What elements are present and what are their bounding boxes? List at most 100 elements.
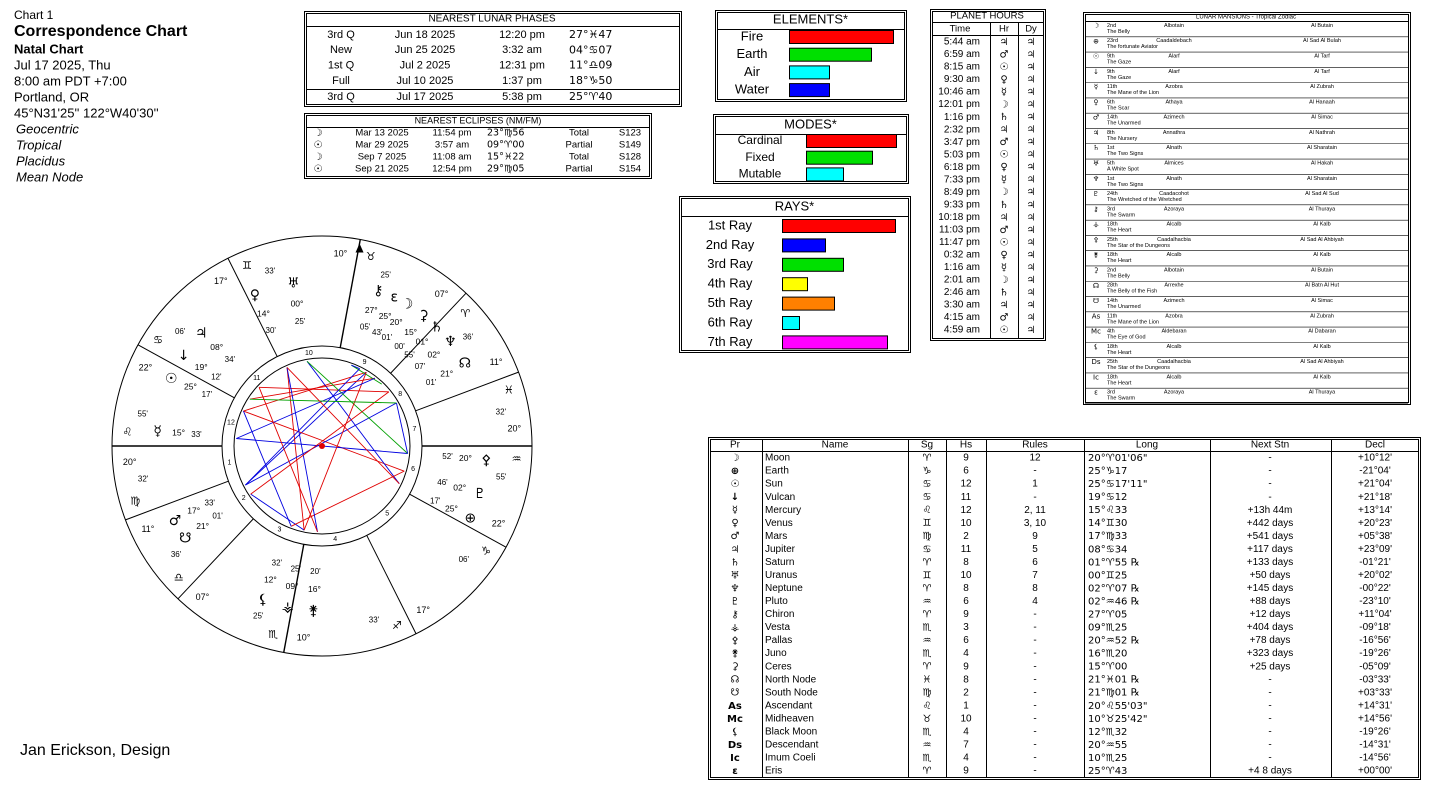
wheel-planet: ☿ bbox=[153, 424, 162, 440]
house-cusp bbox=[125, 480, 229, 521]
planet-declination: +21°04' bbox=[1358, 479, 1392, 490]
planet-rules: 8 bbox=[1032, 583, 1038, 594]
cusp-degree: 17° bbox=[214, 276, 228, 286]
wheel-degree: 15° bbox=[172, 428, 185, 438]
mansion-arabic: Al Nathrah bbox=[1309, 130, 1335, 136]
rays-box-inner bbox=[681, 198, 909, 351]
wheel-minute: 33' bbox=[191, 430, 202, 439]
planet-house: 4 bbox=[963, 753, 969, 764]
hour-ruler: ♃ bbox=[1000, 37, 1009, 48]
planet-rules: 2, 11 bbox=[1024, 505, 1046, 516]
planet-declination: +00°00' bbox=[1358, 766, 1392, 777]
wheel-minute: 32' bbox=[272, 559, 283, 568]
planet-next-station: +13h 44m bbox=[1248, 505, 1293, 516]
day-ruler: ♃ bbox=[1027, 237, 1036, 248]
planet-next-station: +78 days bbox=[1250, 635, 1291, 646]
mansion-glyph: ☽ bbox=[1093, 22, 1099, 30]
phase-position: 04°♋07 bbox=[569, 43, 612, 56]
mansion-number: 3rd bbox=[1107, 206, 1115, 212]
planet-house: 9 bbox=[963, 453, 969, 464]
lunar-mansions-box bbox=[1083, 12, 1411, 405]
planet-rules: - bbox=[1033, 753, 1036, 764]
planet-name: Neptune bbox=[765, 583, 803, 594]
planet-glyph: ☿ bbox=[732, 505, 738, 516]
mansion-arabic: Al Batn Al Hut bbox=[1305, 283, 1339, 289]
planet-declination: -21°04' bbox=[1359, 466, 1391, 477]
aspect-line bbox=[303, 372, 367, 531]
wheel-degree: 25° bbox=[445, 503, 458, 513]
cusp-sign: ♏ bbox=[268, 628, 278, 641]
bar-label: Air bbox=[744, 64, 761, 79]
planet-house: 10 bbox=[960, 713, 972, 724]
planet-house: 1 bbox=[963, 700, 969, 711]
planet-next-station: +404 days bbox=[1247, 622, 1293, 633]
day-ruler: ♃ bbox=[1027, 162, 1036, 173]
eclipse-glyph: ☉ bbox=[314, 140, 323, 151]
mansion-number: 2nd bbox=[1107, 23, 1116, 29]
mansion-name: Albotain bbox=[1164, 23, 1184, 29]
mansion-number: 3rd bbox=[1107, 390, 1115, 396]
aspect-line bbox=[286, 367, 305, 531]
mansion-glyph: ⚷ bbox=[1093, 205, 1098, 213]
phase-position: 11°♎09 bbox=[569, 59, 612, 72]
bar-label: Earth bbox=[736, 46, 767, 61]
wheel-planet: ⚵ bbox=[308, 603, 318, 619]
planet-name: Vulcan bbox=[765, 492, 795, 503]
phase-date: Jul 17 2025 bbox=[397, 91, 454, 103]
wheel-degree: 14° bbox=[257, 309, 270, 319]
bar bbox=[789, 83, 830, 98]
planet-glyph: ♄ bbox=[731, 557, 740, 568]
house-cusp bbox=[415, 371, 519, 412]
wheel-degree: 27° bbox=[365, 305, 378, 315]
planet-glyph: ♅ bbox=[731, 570, 740, 581]
chart-time: 8:00 am PDT +7:00 bbox=[14, 73, 127, 88]
planet-next-station: - bbox=[1268, 687, 1271, 698]
cusp-minute: 32' bbox=[496, 408, 507, 417]
house-number: 2 bbox=[242, 495, 246, 502]
planet-sign: ♏ bbox=[923, 623, 932, 634]
mansion-meaning: The Unarmed bbox=[1107, 121, 1141, 127]
planet-glyph: ♆ bbox=[731, 583, 740, 594]
bar-label: 7th Ray bbox=[708, 334, 753, 349]
cusp-degree: 10° bbox=[297, 632, 311, 642]
planet-longitude: 12°♏32 bbox=[1088, 727, 1127, 738]
planet-sign: ♈ bbox=[923, 766, 932, 777]
chart-subtitle: Natal Chart bbox=[14, 41, 84, 56]
planet-name: Mercury bbox=[765, 505, 801, 516]
planet-name: Pallas bbox=[765, 635, 792, 646]
hour-time: 8:49 pm bbox=[944, 187, 980, 198]
mansion-glyph: ♆ bbox=[1093, 175, 1099, 183]
planet-name: Juno bbox=[765, 648, 787, 659]
planet-rules: - bbox=[1033, 740, 1036, 751]
mansion-glyph: ⚸ bbox=[1093, 343, 1098, 351]
eclipse-position: 29°♍05 bbox=[487, 164, 524, 175]
house-cusp bbox=[390, 292, 467, 374]
wheel-planet: ♄ bbox=[430, 319, 443, 335]
hour-time: 5:03 pm bbox=[944, 149, 980, 160]
hour-ruler: ☽ bbox=[1000, 100, 1009, 111]
lunar-phases-box-inner bbox=[306, 13, 680, 105]
planet-name: Earth bbox=[765, 466, 789, 477]
panel-title: RAYS* bbox=[775, 198, 815, 213]
planet-glyph: ⚴ bbox=[731, 636, 738, 647]
bar bbox=[782, 238, 826, 253]
day-ruler: ♃ bbox=[1027, 87, 1036, 98]
planet-glyph: ⚸ bbox=[731, 727, 738, 738]
mansion-name: Aldebaran bbox=[1161, 329, 1186, 335]
planet-next-station: +12 days bbox=[1250, 609, 1291, 620]
planet-next-station: - bbox=[1268, 466, 1271, 477]
cusp-sign: ♓ bbox=[504, 383, 514, 396]
day-ruler: ♃ bbox=[1027, 250, 1036, 261]
hour-time: 6:18 pm bbox=[944, 162, 980, 173]
wheel-planet: ⚶ bbox=[282, 599, 294, 615]
day-ruler: ♃ bbox=[1027, 175, 1036, 186]
planet-house: 9 bbox=[963, 609, 969, 620]
mansion-number: 18th bbox=[1107, 374, 1118, 380]
planet-declination: +05°38' bbox=[1358, 531, 1392, 542]
eclipse-type: Total bbox=[569, 152, 589, 163]
planet-next-station: +88 days bbox=[1250, 596, 1291, 607]
mansion-meaning: The Nursery bbox=[1107, 136, 1138, 142]
eclipse-glyph: ☽ bbox=[314, 128, 323, 139]
day-ruler: ♃ bbox=[1027, 62, 1036, 73]
